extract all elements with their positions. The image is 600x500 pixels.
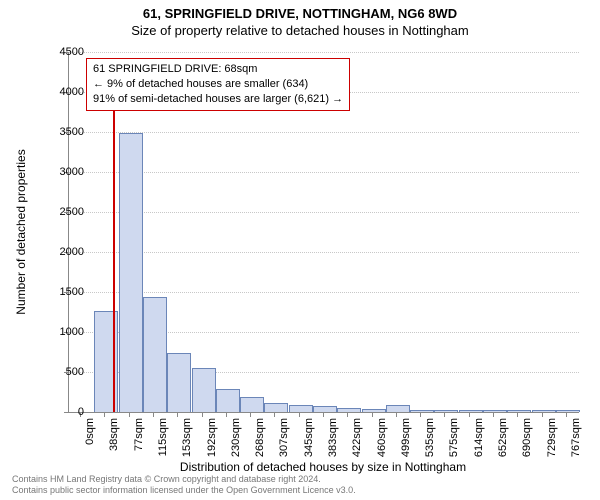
- ytick-label: 500: [44, 366, 84, 378]
- histogram-bar: [216, 389, 240, 412]
- gridline: [69, 292, 579, 293]
- xtick-label: 652sqm: [497, 418, 509, 457]
- xtick-mark: [153, 412, 154, 417]
- xtick-label: 460sqm: [376, 418, 388, 457]
- histogram-bar: [410, 410, 434, 412]
- xtick-label: 767sqm: [570, 418, 582, 457]
- histogram-bar: [264, 403, 288, 412]
- histogram-bar: [167, 353, 191, 412]
- ytick-label: 2000: [44, 246, 84, 258]
- ytick-label: 1000: [44, 326, 84, 338]
- histogram-bar: [192, 368, 216, 412]
- property-info-box: 61 SPRINGFIELD DRIVE: 68sqm ← 9% of deta…: [86, 58, 350, 111]
- x-axis-label: Distribution of detached houses by size …: [68, 460, 578, 474]
- xtick-label: 575sqm: [448, 418, 460, 457]
- xtick-mark: [542, 412, 543, 417]
- ytick-label: 3000: [44, 166, 84, 178]
- xtick-label: 499sqm: [400, 418, 412, 457]
- histogram-bar: [386, 405, 410, 412]
- xtick-mark: [250, 412, 251, 417]
- histogram-bar: [362, 409, 386, 412]
- title-main: 61, SPRINGFIELD DRIVE, NOTTINGHAM, NG6 8…: [0, 0, 600, 21]
- xtick-mark: [372, 412, 373, 417]
- gridline: [69, 212, 579, 213]
- xtick-mark: [104, 412, 105, 417]
- ytick-label: 4000: [44, 86, 84, 98]
- xtick-label: 422sqm: [351, 418, 363, 457]
- gridline: [69, 252, 579, 253]
- histogram-bar: [119, 133, 143, 412]
- xtick-mark: [493, 412, 494, 417]
- gridline: [69, 52, 579, 53]
- xtick-mark: [469, 412, 470, 417]
- y-axis-label: Number of detached properties: [14, 149, 28, 314]
- histogram-bar: [556, 410, 580, 412]
- xtick-label: 153sqm: [181, 418, 193, 457]
- ytick-label: 2500: [44, 206, 84, 218]
- xtick-label: 230sqm: [230, 418, 242, 457]
- histogram-bar: [289, 405, 313, 412]
- gridline: [69, 172, 579, 173]
- property-marker-line: [113, 88, 115, 412]
- title-sub: Size of property relative to detached ho…: [0, 21, 600, 38]
- xtick-mark: [420, 412, 421, 417]
- footer-line-1: Contains HM Land Registry data © Crown c…: [12, 474, 356, 485]
- xtick-mark: [299, 412, 300, 417]
- chart-container: 61, SPRINGFIELD DRIVE, NOTTINGHAM, NG6 8…: [0, 0, 600, 500]
- xtick-mark: [202, 412, 203, 417]
- xtick-label: 38sqm: [108, 418, 120, 451]
- ytick-label: 0: [44, 406, 84, 418]
- xtick-mark: [517, 412, 518, 417]
- histogram-bar: [434, 410, 458, 412]
- xtick-label: 307sqm: [278, 418, 290, 457]
- ytick-label: 4500: [44, 46, 84, 58]
- infobox-line-1: 61 SPRINGFIELD DRIVE: 68sqm: [93, 62, 343, 77]
- xtick-label: 345sqm: [303, 418, 315, 457]
- histogram-bar: [240, 397, 264, 412]
- xtick-mark: [274, 412, 275, 417]
- histogram-bar: [507, 410, 531, 412]
- histogram-bar: [483, 410, 507, 412]
- xtick-mark: [347, 412, 348, 417]
- xtick-mark: [566, 412, 567, 417]
- xtick-label: 614sqm: [473, 418, 485, 457]
- chart-area: 61 SPRINGFIELD DRIVE: 68sqm ← 9% of deta…: [68, 52, 578, 412]
- infobox-line-3: 91% of semi-detached houses are larger (…: [93, 92, 343, 107]
- histogram-bar: [143, 297, 167, 412]
- xtick-mark: [129, 412, 130, 417]
- xtick-label: 535sqm: [424, 418, 436, 457]
- ytick-label: 1500: [44, 286, 84, 298]
- histogram-bar: [313, 406, 337, 412]
- infobox-line-2: ← 9% of detached houses are smaller (634…: [93, 77, 343, 92]
- xtick-mark: [177, 412, 178, 417]
- footer-line-2: Contains public sector information licen…: [12, 485, 356, 496]
- xtick-mark: [226, 412, 227, 417]
- histogram-bar: [459, 410, 483, 412]
- xtick-label: 268sqm: [254, 418, 266, 457]
- xtick-label: 729sqm: [546, 418, 558, 457]
- ytick-label: 3500: [44, 126, 84, 138]
- footer-attribution: Contains HM Land Registry data © Crown c…: [12, 474, 356, 496]
- histogram-bar: [337, 408, 361, 412]
- gridline: [69, 132, 579, 133]
- xtick-label: 690sqm: [521, 418, 533, 457]
- xtick-label: 383sqm: [327, 418, 339, 457]
- histogram-bar: [532, 410, 556, 412]
- xtick-label: 0sqm: [84, 418, 96, 445]
- xtick-mark: [444, 412, 445, 417]
- xtick-label: 115sqm: [157, 418, 169, 456]
- xtick-label: 192sqm: [206, 418, 218, 457]
- xtick-mark: [323, 412, 324, 417]
- xtick-label: 77sqm: [133, 418, 145, 451]
- xtick-mark: [396, 412, 397, 417]
